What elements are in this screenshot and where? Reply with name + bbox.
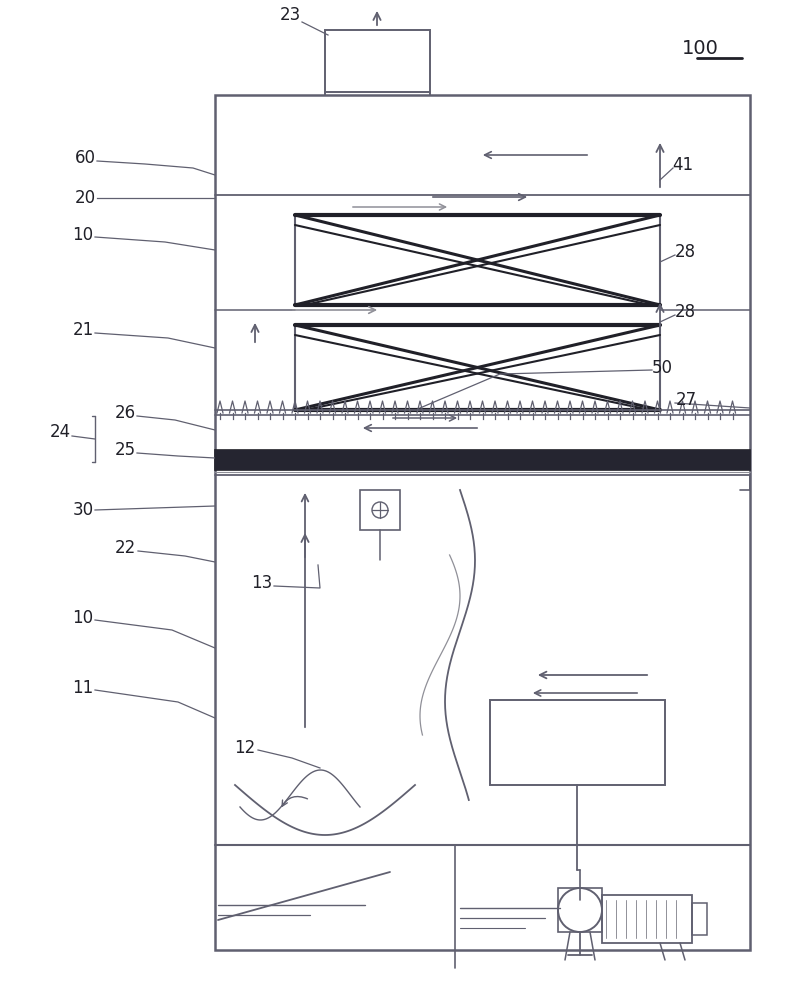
- Text: 22: 22: [114, 539, 136, 557]
- Text: 24: 24: [49, 423, 71, 441]
- Text: 23: 23: [279, 6, 301, 24]
- Bar: [490, 700, 665, 785]
- Text: 10: 10: [72, 609, 94, 627]
- Text: 26: 26: [114, 404, 136, 422]
- Bar: [295, 215, 660, 305]
- Text: 30: 30: [72, 501, 94, 519]
- Text: 28: 28: [674, 303, 696, 321]
- Bar: [602, 895, 692, 943]
- Text: 10: 10: [72, 226, 94, 244]
- Text: 13: 13: [251, 574, 273, 592]
- Bar: [360, 490, 400, 530]
- Bar: [215, 450, 750, 470]
- Text: 20: 20: [75, 189, 95, 207]
- Bar: [558, 888, 602, 932]
- Text: 100: 100: [681, 38, 719, 57]
- Text: 25: 25: [114, 441, 136, 459]
- Text: 21: 21: [72, 321, 94, 339]
- Text: 27: 27: [676, 391, 696, 409]
- Bar: [295, 325, 660, 410]
- Bar: [215, 450, 750, 470]
- Bar: [215, 95, 750, 950]
- Bar: [692, 903, 707, 935]
- Text: 12: 12: [235, 739, 256, 757]
- Bar: [325, 30, 430, 92]
- Text: 41: 41: [673, 156, 693, 174]
- Text: 11: 11: [72, 679, 94, 697]
- Text: 50: 50: [651, 359, 673, 377]
- Text: 28: 28: [674, 243, 696, 261]
- Text: 60: 60: [75, 149, 95, 167]
